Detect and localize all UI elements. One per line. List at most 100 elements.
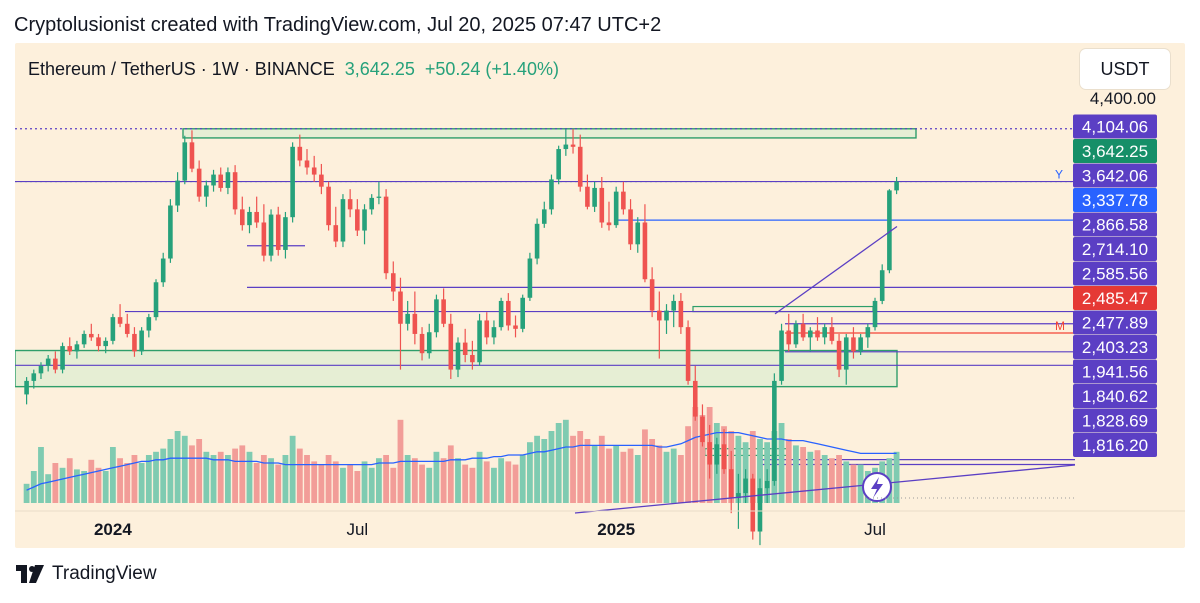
volume-bar bbox=[555, 423, 562, 503]
candle-body bbox=[132, 333, 137, 352]
volume-bar bbox=[325, 455, 332, 503]
candle-body bbox=[326, 186, 331, 226]
candle-body bbox=[405, 313, 410, 324]
volume-bar bbox=[153, 451, 159, 503]
candle-body bbox=[110, 317, 116, 341]
volume-bar bbox=[217, 451, 224, 503]
candle-body bbox=[347, 199, 353, 210]
volume-bar bbox=[685, 426, 691, 503]
volume-bar bbox=[23, 483, 30, 503]
volume-ma-line bbox=[26, 431, 897, 491]
volume-bar bbox=[785, 439, 792, 503]
candle-body bbox=[275, 214, 281, 250]
volume-bar bbox=[411, 458, 418, 503]
price-label-text: 2,485.47 bbox=[1082, 289, 1148, 308]
candle-body bbox=[153, 282, 159, 318]
candle-body bbox=[750, 478, 756, 532]
candle-body bbox=[657, 310, 662, 321]
price-label-text: 1,828.69 bbox=[1082, 412, 1148, 431]
volume-bar bbox=[210, 455, 217, 503]
volume-bar bbox=[541, 439, 548, 503]
candle-body bbox=[556, 149, 561, 180]
volume-bar bbox=[483, 461, 490, 503]
volume-bar bbox=[318, 464, 325, 503]
candle-body bbox=[879, 270, 885, 301]
candle-body bbox=[290, 146, 295, 218]
time-axis-label: Jul bbox=[864, 520, 886, 539]
volume-bar bbox=[591, 445, 598, 503]
price-label-box bbox=[1073, 335, 1157, 359]
price-label-box bbox=[1073, 261, 1157, 286]
candle-body bbox=[470, 354, 475, 363]
candle-body bbox=[843, 337, 849, 370]
candle-body bbox=[851, 337, 856, 352]
volume-bar bbox=[419, 464, 425, 503]
volume-bar bbox=[670, 448, 677, 503]
attribution-text: Cryptolusionist created with TradingView… bbox=[14, 14, 662, 36]
price-label-box bbox=[1073, 310, 1157, 335]
candle-body bbox=[570, 144, 576, 147]
price-label-text: 1,816.20 bbox=[1082, 436, 1148, 455]
candle-body bbox=[96, 337, 101, 347]
volume-bar bbox=[102, 471, 109, 503]
candle-body bbox=[872, 300, 878, 328]
candle-body bbox=[678, 300, 684, 328]
price-label-box bbox=[1073, 188, 1157, 212]
volume-bar bbox=[577, 431, 584, 503]
candle-body bbox=[319, 174, 324, 187]
candle-body bbox=[189, 142, 195, 169]
candle-body bbox=[541, 209, 547, 224]
volume-bar bbox=[606, 448, 612, 503]
candle-body bbox=[772, 380, 777, 481]
volume-bar bbox=[289, 435, 296, 503]
horizontal-lines-layer: YM bbox=[15, 128, 1075, 466]
volume-bar bbox=[232, 448, 239, 503]
volume-bar bbox=[131, 455, 138, 503]
mid-zone bbox=[692, 305, 874, 313]
candle-body bbox=[376, 196, 382, 198]
tradingview-logo-icon bbox=[16, 565, 44, 583]
volume-bar bbox=[340, 467, 346, 503]
candle-body bbox=[520, 297, 526, 329]
volume-bar bbox=[38, 447, 44, 503]
footer-brand: TradingView bbox=[52, 563, 157, 584]
volume-bar bbox=[383, 455, 389, 503]
volume-bar bbox=[843, 461, 850, 503]
candlestick-chart[interactable]: YM 2024 Jul 2025 Jul4,400.004,104.063,642.2… bbox=[15, 43, 1185, 548]
volume-bar bbox=[828, 458, 835, 503]
volume-bar bbox=[562, 419, 569, 503]
volume-bar bbox=[627, 448, 634, 503]
candle-body bbox=[887, 190, 892, 271]
price-label-text: 2,714.10 bbox=[1082, 240, 1148, 259]
tradingview-logo: TradingView bbox=[16, 563, 157, 585]
price-axis-top-label: 4,400.00 bbox=[1090, 89, 1156, 108]
currency-selector-button[interactable]: USDT bbox=[1080, 49, 1170, 89]
volume-bar bbox=[361, 461, 368, 503]
candles-layer bbox=[24, 129, 899, 546]
volume-bar bbox=[505, 461, 512, 503]
candle-body bbox=[700, 416, 705, 443]
candle-body bbox=[836, 340, 842, 370]
candle-body bbox=[355, 209, 360, 231]
volume-bar bbox=[857, 464, 864, 503]
line-marker-m: M bbox=[1055, 319, 1065, 333]
candle-body bbox=[491, 327, 497, 338]
volume-bar bbox=[519, 455, 526, 503]
candle-body bbox=[74, 344, 80, 352]
candle-body bbox=[628, 209, 633, 245]
volume-bar bbox=[692, 407, 699, 503]
symbol-price: 3,642.25 bbox=[344, 59, 415, 79]
candle-body bbox=[117, 317, 123, 324]
volume-bar bbox=[476, 451, 483, 503]
volume-bar bbox=[304, 455, 310, 503]
candle-body bbox=[45, 358, 51, 366]
candle-body bbox=[779, 330, 784, 381]
volume-bar bbox=[117, 458, 123, 503]
candle-body bbox=[613, 191, 619, 226]
volume-bar bbox=[160, 448, 167, 503]
volume-bar bbox=[677, 455, 684, 503]
candle-body bbox=[124, 323, 130, 334]
candle-body bbox=[563, 144, 569, 150]
volume-bar bbox=[109, 447, 116, 503]
